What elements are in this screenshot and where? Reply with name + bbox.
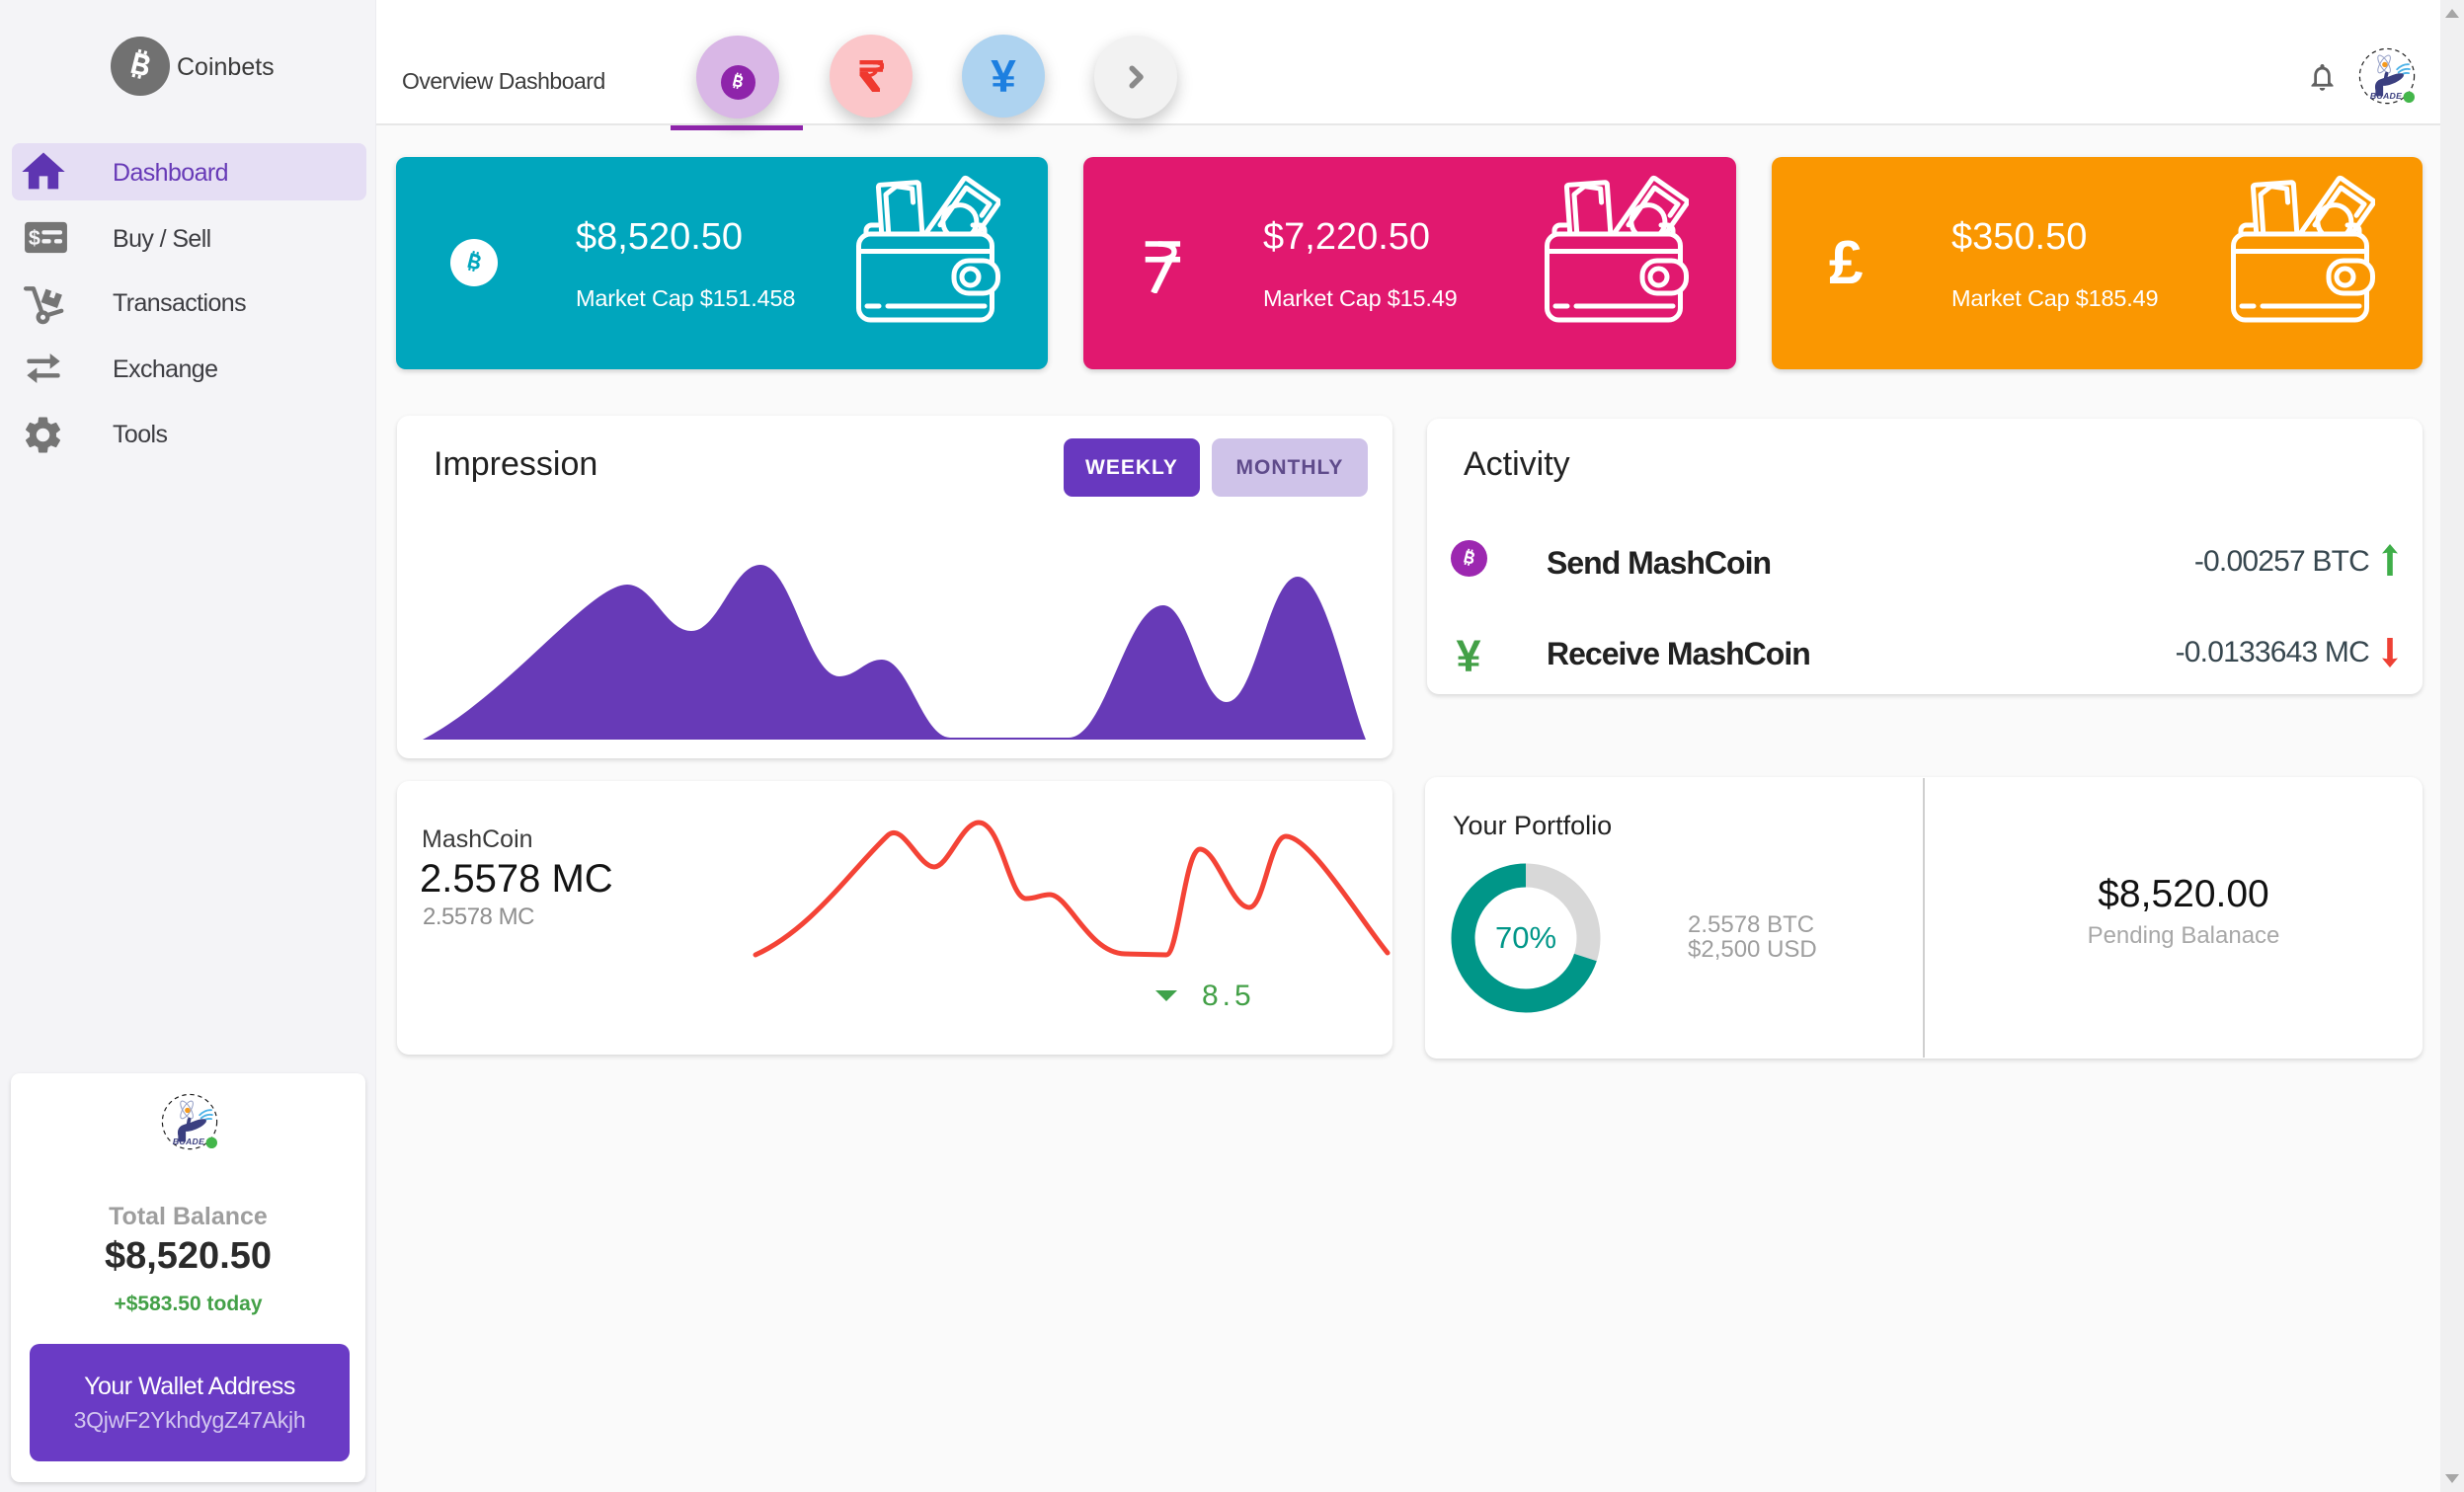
svg-text:$: $ (29, 226, 40, 250)
